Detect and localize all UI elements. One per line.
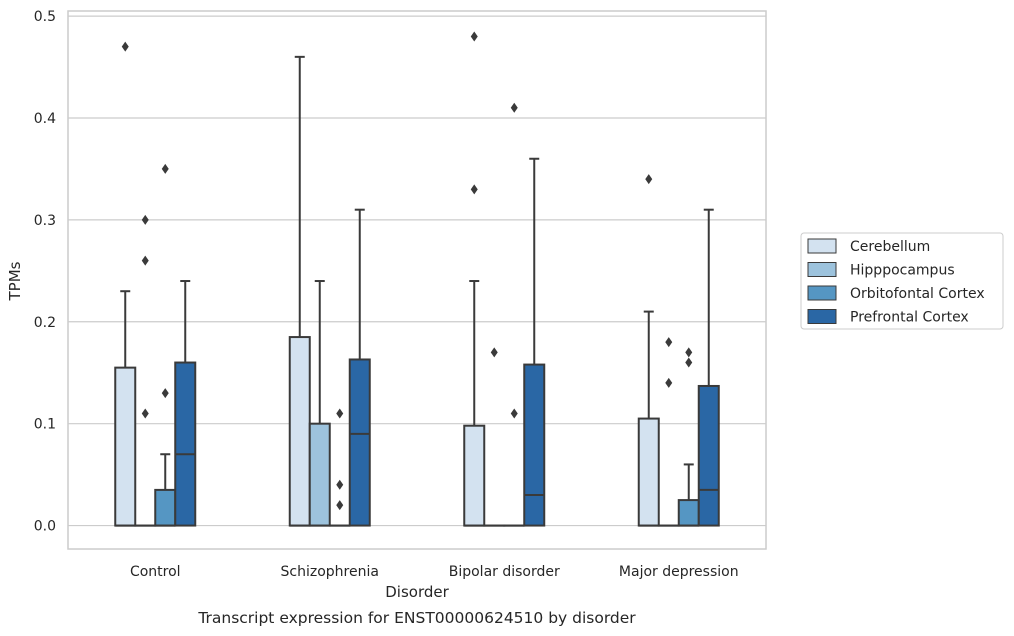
outlier-point	[141, 214, 149, 225]
legend-label: Hipppocampus	[850, 263, 955, 279]
box-cerebellum	[637, 174, 660, 527]
outlier-point	[470, 184, 478, 195]
grid-lines	[68, 15, 766, 527]
box-body	[637, 417, 660, 527]
box-body	[114, 366, 137, 527]
legend-swatch	[807, 285, 837, 301]
outlier-point	[336, 479, 344, 490]
box-body	[288, 336, 311, 527]
y-axis-title: TPMs	[6, 261, 24, 301]
x-tick-label: Major depression	[619, 564, 739, 580]
y-tick-label: 0.2	[34, 315, 56, 331]
outlier-point	[141, 255, 149, 266]
box-body	[154, 488, 177, 527]
x-axis-title: Disorder	[385, 583, 449, 601]
outlier-point	[685, 347, 693, 358]
box-body	[697, 384, 720, 527]
box-orbitofontal-cortex	[154, 163, 177, 527]
box-hipppocampus	[308, 280, 331, 527]
box-prefrontal-cortex	[523, 157, 546, 527]
outlier-point	[510, 408, 518, 419]
box-cerebellum	[463, 31, 486, 527]
y-tick-label: 0.0	[34, 519, 56, 535]
box-orbitofontal-cortex	[677, 347, 700, 527]
legend-frame	[800, 232, 1004, 330]
box-orbitofontal-cortex	[328, 408, 351, 527]
legend-swatch	[807, 238, 837, 254]
y-tick-label: 0.3	[34, 213, 56, 229]
box-prefrontal-cortex	[697, 208, 720, 527]
outlier-point	[685, 357, 693, 368]
box-body	[463, 424, 486, 527]
x-axis-ticks: Control Schizophrenia Bipolar disorder Majo…	[130, 564, 739, 580]
chart-caption: Transcript expression for ENST0000062451…	[197, 609, 636, 627]
outlier-point	[161, 163, 169, 174]
y-tick-label: 0.4	[34, 111, 56, 127]
box-body	[677, 499, 700, 527]
box-cerebellum	[114, 41, 137, 527]
outlier-point	[121, 41, 129, 52]
box-plots	[114, 31, 720, 527]
outlier-point	[665, 377, 673, 388]
box-body	[523, 363, 546, 527]
box-prefrontal-cortex	[174, 280, 197, 527]
box-hipppocampus	[657, 337, 680, 527]
outlier-point	[141, 408, 149, 419]
box-prefrontal-cortex	[348, 208, 371, 527]
legend: Cerebellum Hipppocampus Orbitofontal Corte…	[800, 232, 1004, 330]
box-body	[348, 358, 371, 527]
y-axis-ticks: 0.0 0.1 0.2 0.3 0.4 0.5	[34, 9, 56, 534]
box-orbitofontal-cortex	[503, 102, 526, 527]
outlier-point	[161, 388, 169, 399]
y-tick-label: 0.5	[34, 9, 56, 25]
legend-label: Cerebellum	[850, 239, 930, 255]
box-hipppocampus	[483, 347, 506, 527]
outlier-point	[336, 408, 344, 419]
x-tick-label: Schizophrenia	[281, 564, 379, 580]
x-tick-label: Control	[130, 564, 181, 580]
legend-label: Prefrontal Cortex	[850, 310, 969, 326]
box-body	[308, 422, 331, 527]
box-cerebellum	[288, 55, 311, 527]
outlier-point	[336, 500, 344, 511]
legend-swatch	[807, 309, 837, 324]
outlier-point	[490, 347, 498, 358]
outlier-point	[470, 31, 478, 42]
outlier-point	[510, 102, 518, 113]
plot-area-frame	[67, 10, 767, 550]
outlier-point	[665, 337, 673, 348]
x-tick-label: Bipolar disorder	[449, 564, 560, 580]
legend-swatch	[807, 262, 837, 277]
box-hipppocampus	[134, 214, 157, 527]
outlier-point	[645, 174, 653, 185]
box-body	[174, 361, 197, 527]
y-tick-label: 0.1	[34, 417, 56, 433]
legend-label: Orbitofontal Cortex	[850, 286, 985, 302]
